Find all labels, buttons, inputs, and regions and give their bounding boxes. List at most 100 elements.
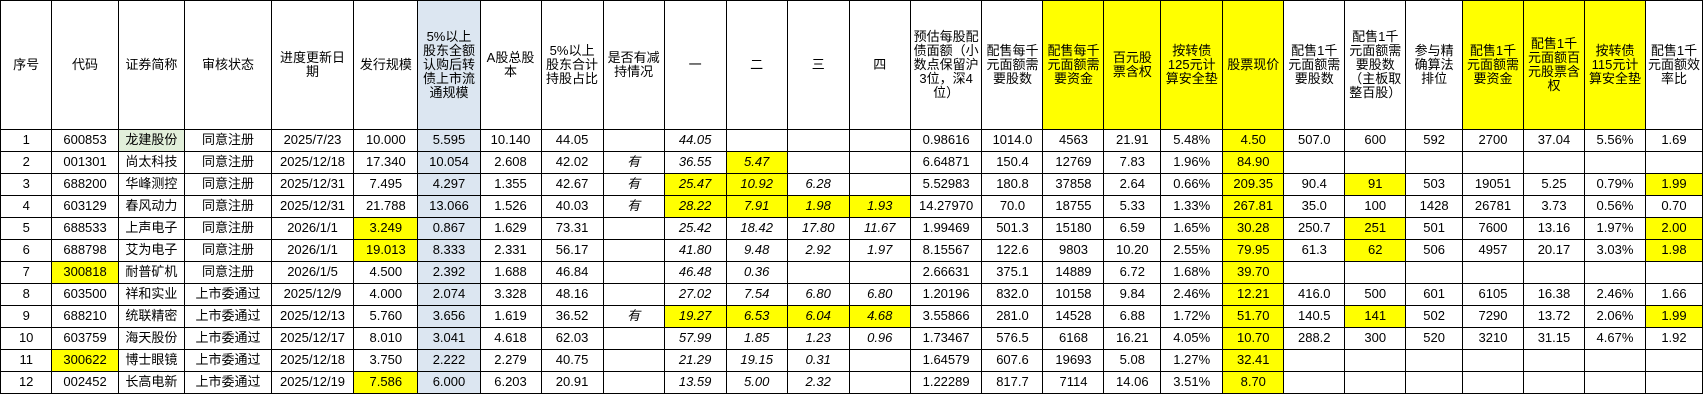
cell-hundred_right: 14.06 xyxy=(1103,371,1162,394)
cell-h1: 46.48 xyxy=(663,261,727,284)
cell-scale: 5.760 xyxy=(353,305,419,328)
cell-status: 同意注册 xyxy=(184,173,272,196)
table-row: 3 688200 华峰测控 同意注册 2025/12/31 7.495 4.297 1.355… xyxy=(0,173,1703,196)
cell-h3: 17.80 xyxy=(786,217,850,240)
cell-float_scale: 6.000 xyxy=(417,371,481,394)
cell-price: 267.81 xyxy=(1222,195,1285,218)
cell-shares_1k: 832.0 xyxy=(981,283,1044,306)
cell-rank xyxy=(1405,371,1463,394)
cell-efficiency: 1.99 xyxy=(1644,173,1703,196)
column-header-a_capital: A股总股本 xyxy=(479,0,542,130)
cell-hold_pct: 46.84 xyxy=(540,261,604,284)
cell-fund_1k_b xyxy=(1461,349,1524,372)
cell-rank xyxy=(1405,261,1463,284)
cell-name: 海天股份 xyxy=(117,327,186,350)
cell-name: 龙建股份 xyxy=(117,129,186,152)
cell-a_capital: 1.629 xyxy=(479,217,542,240)
column-header-hundred_right_b: 配售1千元面额百元股票含权 xyxy=(1522,0,1585,130)
cell-price: 4.50 xyxy=(1222,129,1285,152)
cell-hundred_right_b: 3.73 xyxy=(1522,195,1585,218)
cell-scale: 10.000 xyxy=(353,129,419,152)
cell-fund_1k: 4563 xyxy=(1042,129,1105,152)
cell-status: 上市委通过 xyxy=(184,327,272,350)
cell-hold_pct: 20.91 xyxy=(540,371,604,394)
column-header-h2: 二 xyxy=(725,0,788,130)
cell-fund_1k_b: 4957 xyxy=(1461,239,1524,262)
cell-rank: 520 xyxy=(1405,327,1463,350)
cell-fund_1k: 6168 xyxy=(1042,327,1105,350)
cell-fund_1k_b xyxy=(1461,261,1524,284)
cell-rank xyxy=(1405,349,1463,372)
cell-fund_1k_b: 26781 xyxy=(1461,195,1524,218)
cell-price: 12.21 xyxy=(1222,283,1285,306)
cell-name: 博士眼镜 xyxy=(117,349,186,372)
cell-price: 79.95 xyxy=(1222,239,1285,262)
cell-hold_pct: 40.03 xyxy=(540,195,604,218)
cell-h4 xyxy=(848,151,911,174)
cell-shares_1k_b: 61.3 xyxy=(1283,239,1346,262)
cell-h3: 6.04 xyxy=(786,305,850,328)
cell-shares_1k: 1014.0 xyxy=(981,129,1044,152)
table-row: 6 688798 艾为电子 同意注册 2026/1/1 19.013 8.333 2.331 5… xyxy=(0,239,1703,262)
column-header-h1: 一 xyxy=(663,0,727,130)
cell-name: 春风动力 xyxy=(117,195,186,218)
cell-shares_1k: 501.3 xyxy=(981,217,1044,240)
column-header-fund_1k_b: 配售1千元面额需要资金 xyxy=(1461,0,1524,130)
cell-fund_1k: 14889 xyxy=(1042,261,1105,284)
cell-seq: 1 xyxy=(0,129,53,152)
cell-price: 209.35 xyxy=(1222,173,1285,196)
cell-shares_1k: 607.6 xyxy=(981,349,1044,372)
cell-hundred_right: 7.83 xyxy=(1103,151,1162,174)
column-header-reduce: 是否有减持情况 xyxy=(602,0,665,130)
cell-a_capital: 2.331 xyxy=(479,239,542,262)
cell-est_par: 1.73467 xyxy=(909,327,983,350)
cell-shares_round: 300 xyxy=(1344,327,1407,350)
cell-h3: 6.80 xyxy=(786,283,850,306)
cell-h3 xyxy=(786,151,850,174)
cell-h3: 1.98 xyxy=(786,195,850,218)
cell-seq: 2 xyxy=(0,151,53,174)
cell-scale: 21.788 xyxy=(353,195,419,218)
cell-efficiency xyxy=(1644,261,1703,284)
cell-safe_125: 0.66% xyxy=(1160,173,1224,196)
cell-safe_115 xyxy=(1583,371,1646,394)
cell-a_capital: 2.279 xyxy=(479,349,542,372)
cell-safe_115 xyxy=(1583,349,1646,372)
cell-scale: 4.500 xyxy=(353,261,419,284)
cell-shares_1k: 281.0 xyxy=(981,305,1044,328)
cell-safe_125: 2.46% xyxy=(1160,283,1224,306)
cell-est_par: 5.52983 xyxy=(909,173,983,196)
column-header-hold_pct: 5%以上股东合计持股占比 xyxy=(540,0,604,130)
cell-hundred_right: 16.21 xyxy=(1103,327,1162,350)
cell-rank: 501 xyxy=(1405,217,1463,240)
cell-a_capital: 1.355 xyxy=(479,173,542,196)
cell-a_capital: 1.619 xyxy=(479,305,542,328)
cell-est_par: 1.99469 xyxy=(909,217,983,240)
cell-float_scale: 3.041 xyxy=(417,327,481,350)
cell-h2: 6.53 xyxy=(725,305,788,328)
table-row: 11 300622 博士眼镜 上市委通过 2025/12/18 3.750 2.222 2.2… xyxy=(0,349,1703,372)
cell-name: 长高电新 xyxy=(117,371,186,394)
table-row: 12 002452 长高电新 上市委通过 2025/12/19 7.586 6.000 6.2… xyxy=(0,371,1703,394)
cell-h2: 10.92 xyxy=(725,173,788,196)
cell-hundred_right_b: 5.25 xyxy=(1522,173,1585,196)
cell-h2 xyxy=(725,129,788,152)
cell-h1: 27.02 xyxy=(663,283,727,306)
cell-status: 上市委通过 xyxy=(184,371,272,394)
cell-hundred_right: 21.91 xyxy=(1103,129,1162,152)
cell-status: 上市委通过 xyxy=(184,305,272,328)
cell-shares_1k_b xyxy=(1283,261,1346,284)
cell-code: 001301 xyxy=(51,151,119,174)
cell-seq: 8 xyxy=(0,283,53,306)
table-row: 2 001301 尚太科技 同意注册 2025/12/18 17.340 10.054 2.6… xyxy=(0,151,1703,174)
cell-shares_round: 141 xyxy=(1344,305,1407,328)
cell-fund_1k: 12769 xyxy=(1042,151,1105,174)
cell-shares_1k_b: 288.2 xyxy=(1283,327,1346,350)
cell-code: 002452 xyxy=(51,371,119,394)
cell-float_scale: 10.054 xyxy=(417,151,481,174)
cell-hundred_right: 5.33 xyxy=(1103,195,1162,218)
cell-safe_125: 1.96% xyxy=(1160,151,1224,174)
cell-name: 祥和实业 xyxy=(117,283,186,306)
column-header-fund_1k: 配售每千元面额需要资金 xyxy=(1042,0,1105,130)
